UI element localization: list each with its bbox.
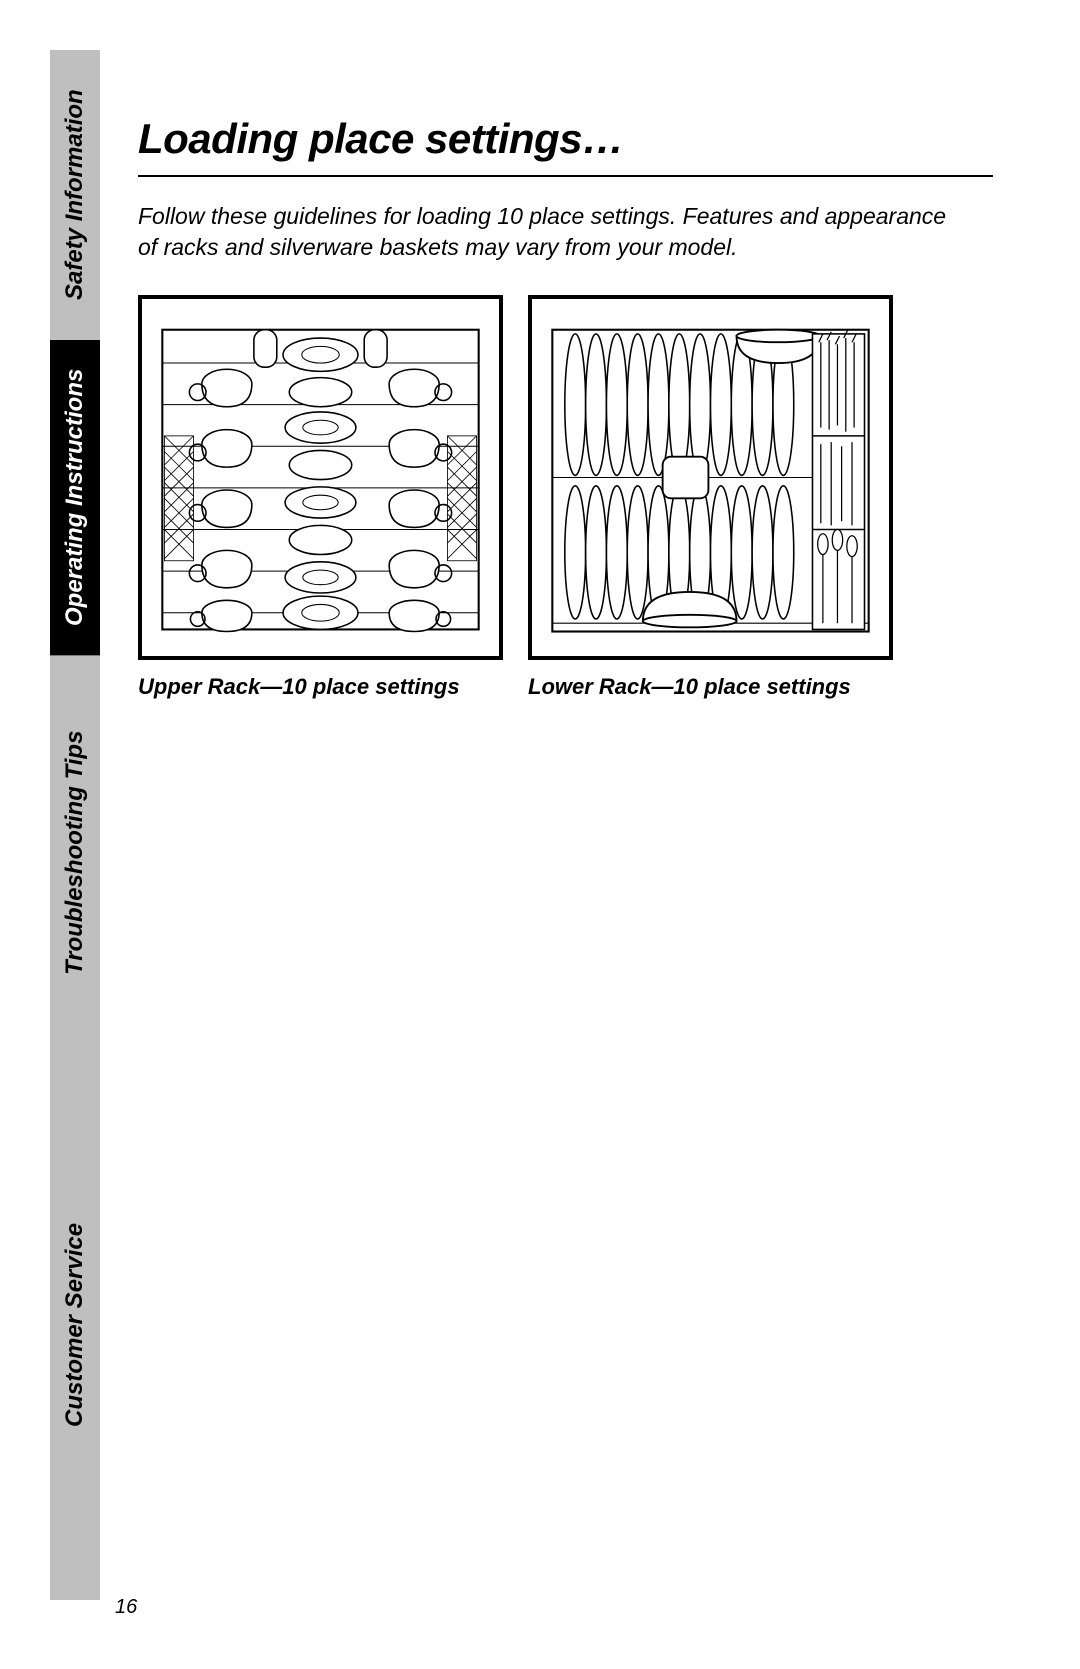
page-content: Loading place settings… Follow these gui… — [138, 115, 1018, 700]
figure-upper-rack-caption: Upper Rack—10 place settings — [138, 674, 503, 700]
intro-text: Follow these guidelines for loading 10 p… — [138, 201, 968, 263]
figure-upper-rack-box — [138, 295, 503, 660]
page-title: Loading place settings… — [138, 115, 1018, 163]
figure-lower-rack-caption: Lower Rack—10 place settings — [528, 674, 893, 700]
figure-lower-rack: Lower Rack—10 place settings — [528, 295, 893, 700]
tab-troubleshooting-tips[interactable]: Troubleshooting Tips — [50, 655, 100, 1050]
figure-upper-rack: Upper Rack—10 place settings — [138, 295, 503, 700]
tab-operating-instructions[interactable]: Operating Instructions — [50, 340, 100, 655]
page-number: 16 — [115, 1596, 137, 1619]
tab-safety-information[interactable]: Safety Information — [50, 50, 100, 340]
lower-rack-illustration — [544, 311, 877, 644]
sidebar-tabs: Safety Information Operating Instruction… — [50, 50, 100, 1600]
title-rule — [138, 175, 993, 177]
tab-customer-service[interactable]: Customer Service — [50, 1050, 100, 1600]
figure-lower-rack-box — [528, 295, 893, 660]
upper-rack-illustration — [154, 311, 487, 644]
figures-row: Upper Rack—10 place settings — [138, 295, 1018, 700]
